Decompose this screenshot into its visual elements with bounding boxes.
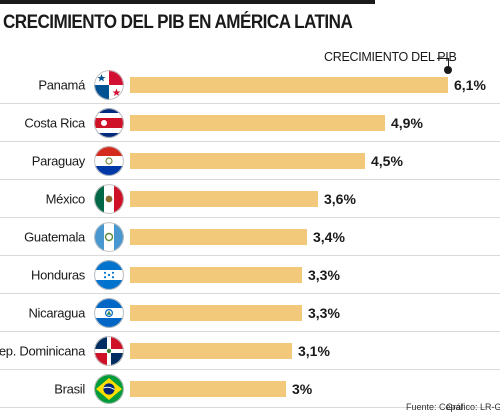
row-divider xyxy=(0,103,500,104)
bar-row: Honduras 3,3% xyxy=(0,256,500,294)
bar-row: Paraguay 4,5% xyxy=(0,142,500,180)
bar xyxy=(130,305,302,321)
category-label: México xyxy=(45,191,86,207)
costa-rica-flag-icon xyxy=(94,108,124,138)
bar-row: Nicaragua 3,3% xyxy=(0,294,500,332)
legend-dot xyxy=(444,66,452,74)
value-label: 3% xyxy=(292,381,313,397)
bar xyxy=(130,343,292,359)
source-note: Fuente: Cepal xyxy=(406,402,463,412)
mexico-flag-icon xyxy=(94,184,124,214)
legend-connector xyxy=(437,58,448,59)
bar xyxy=(130,229,307,245)
value-label: 6,1% xyxy=(454,77,486,93)
value-label: 3,1% xyxy=(298,343,330,359)
value-label: 3,3% xyxy=(308,267,340,283)
bar-row: Brasil 3% xyxy=(0,370,500,408)
category-label: Rep. Dominicana xyxy=(0,343,85,359)
legend-connector-stem xyxy=(448,58,449,67)
bar xyxy=(130,77,448,93)
category-label: Nicaragua xyxy=(28,305,85,321)
credit-note: Gráfico: LR-GR xyxy=(446,402,500,412)
value-label: 3,3% xyxy=(308,305,340,321)
value-label: 4,5% xyxy=(371,153,403,169)
paraguay-flag-icon xyxy=(94,146,124,176)
legend-label: CRECIMIENTO DEL PIB xyxy=(324,50,457,64)
bar xyxy=(130,267,302,283)
category-label: Panamá xyxy=(38,77,85,93)
bar xyxy=(130,153,365,169)
dominican-republic-flag-icon xyxy=(94,336,124,366)
bar-row: Costa Rica 4,9% xyxy=(0,104,500,142)
row-divider xyxy=(0,331,500,332)
bar-row: Panamá 6,1% xyxy=(0,66,500,104)
category-label: Brasil xyxy=(54,381,85,397)
row-divider xyxy=(0,293,500,294)
row-divider xyxy=(0,217,500,218)
category-label: Honduras xyxy=(31,267,85,283)
row-divider xyxy=(0,141,500,142)
row-divider xyxy=(0,255,500,256)
bar xyxy=(130,381,286,397)
bar-row: Guatemala 3,4% xyxy=(0,218,500,256)
chart-title: CRECIMIENTO DEL PIB EN AMÉRICA LATINA xyxy=(3,12,353,33)
category-label: Costa Rica xyxy=(24,115,85,131)
bar xyxy=(130,191,318,207)
row-divider xyxy=(0,369,500,370)
brazil-flag-icon xyxy=(94,374,124,404)
top-rule xyxy=(0,0,375,4)
bar xyxy=(130,115,385,131)
value-label: 3,4% xyxy=(313,229,345,245)
value-label: 4,9% xyxy=(391,115,423,131)
row-divider xyxy=(0,407,500,408)
bar-row: Rep. Dominicana 3,1% xyxy=(0,332,500,370)
honduras-flag-icon xyxy=(94,260,124,290)
category-label: Guatemala xyxy=(24,229,85,245)
value-label: 3,6% xyxy=(324,191,356,207)
panama-flag-icon xyxy=(94,70,124,100)
bar-row: México 3,6% xyxy=(0,180,500,218)
category-label: Paraguay xyxy=(31,153,86,169)
guatemala-flag-icon xyxy=(94,222,124,252)
nicaragua-flag-icon xyxy=(94,298,124,328)
row-divider xyxy=(0,179,500,180)
